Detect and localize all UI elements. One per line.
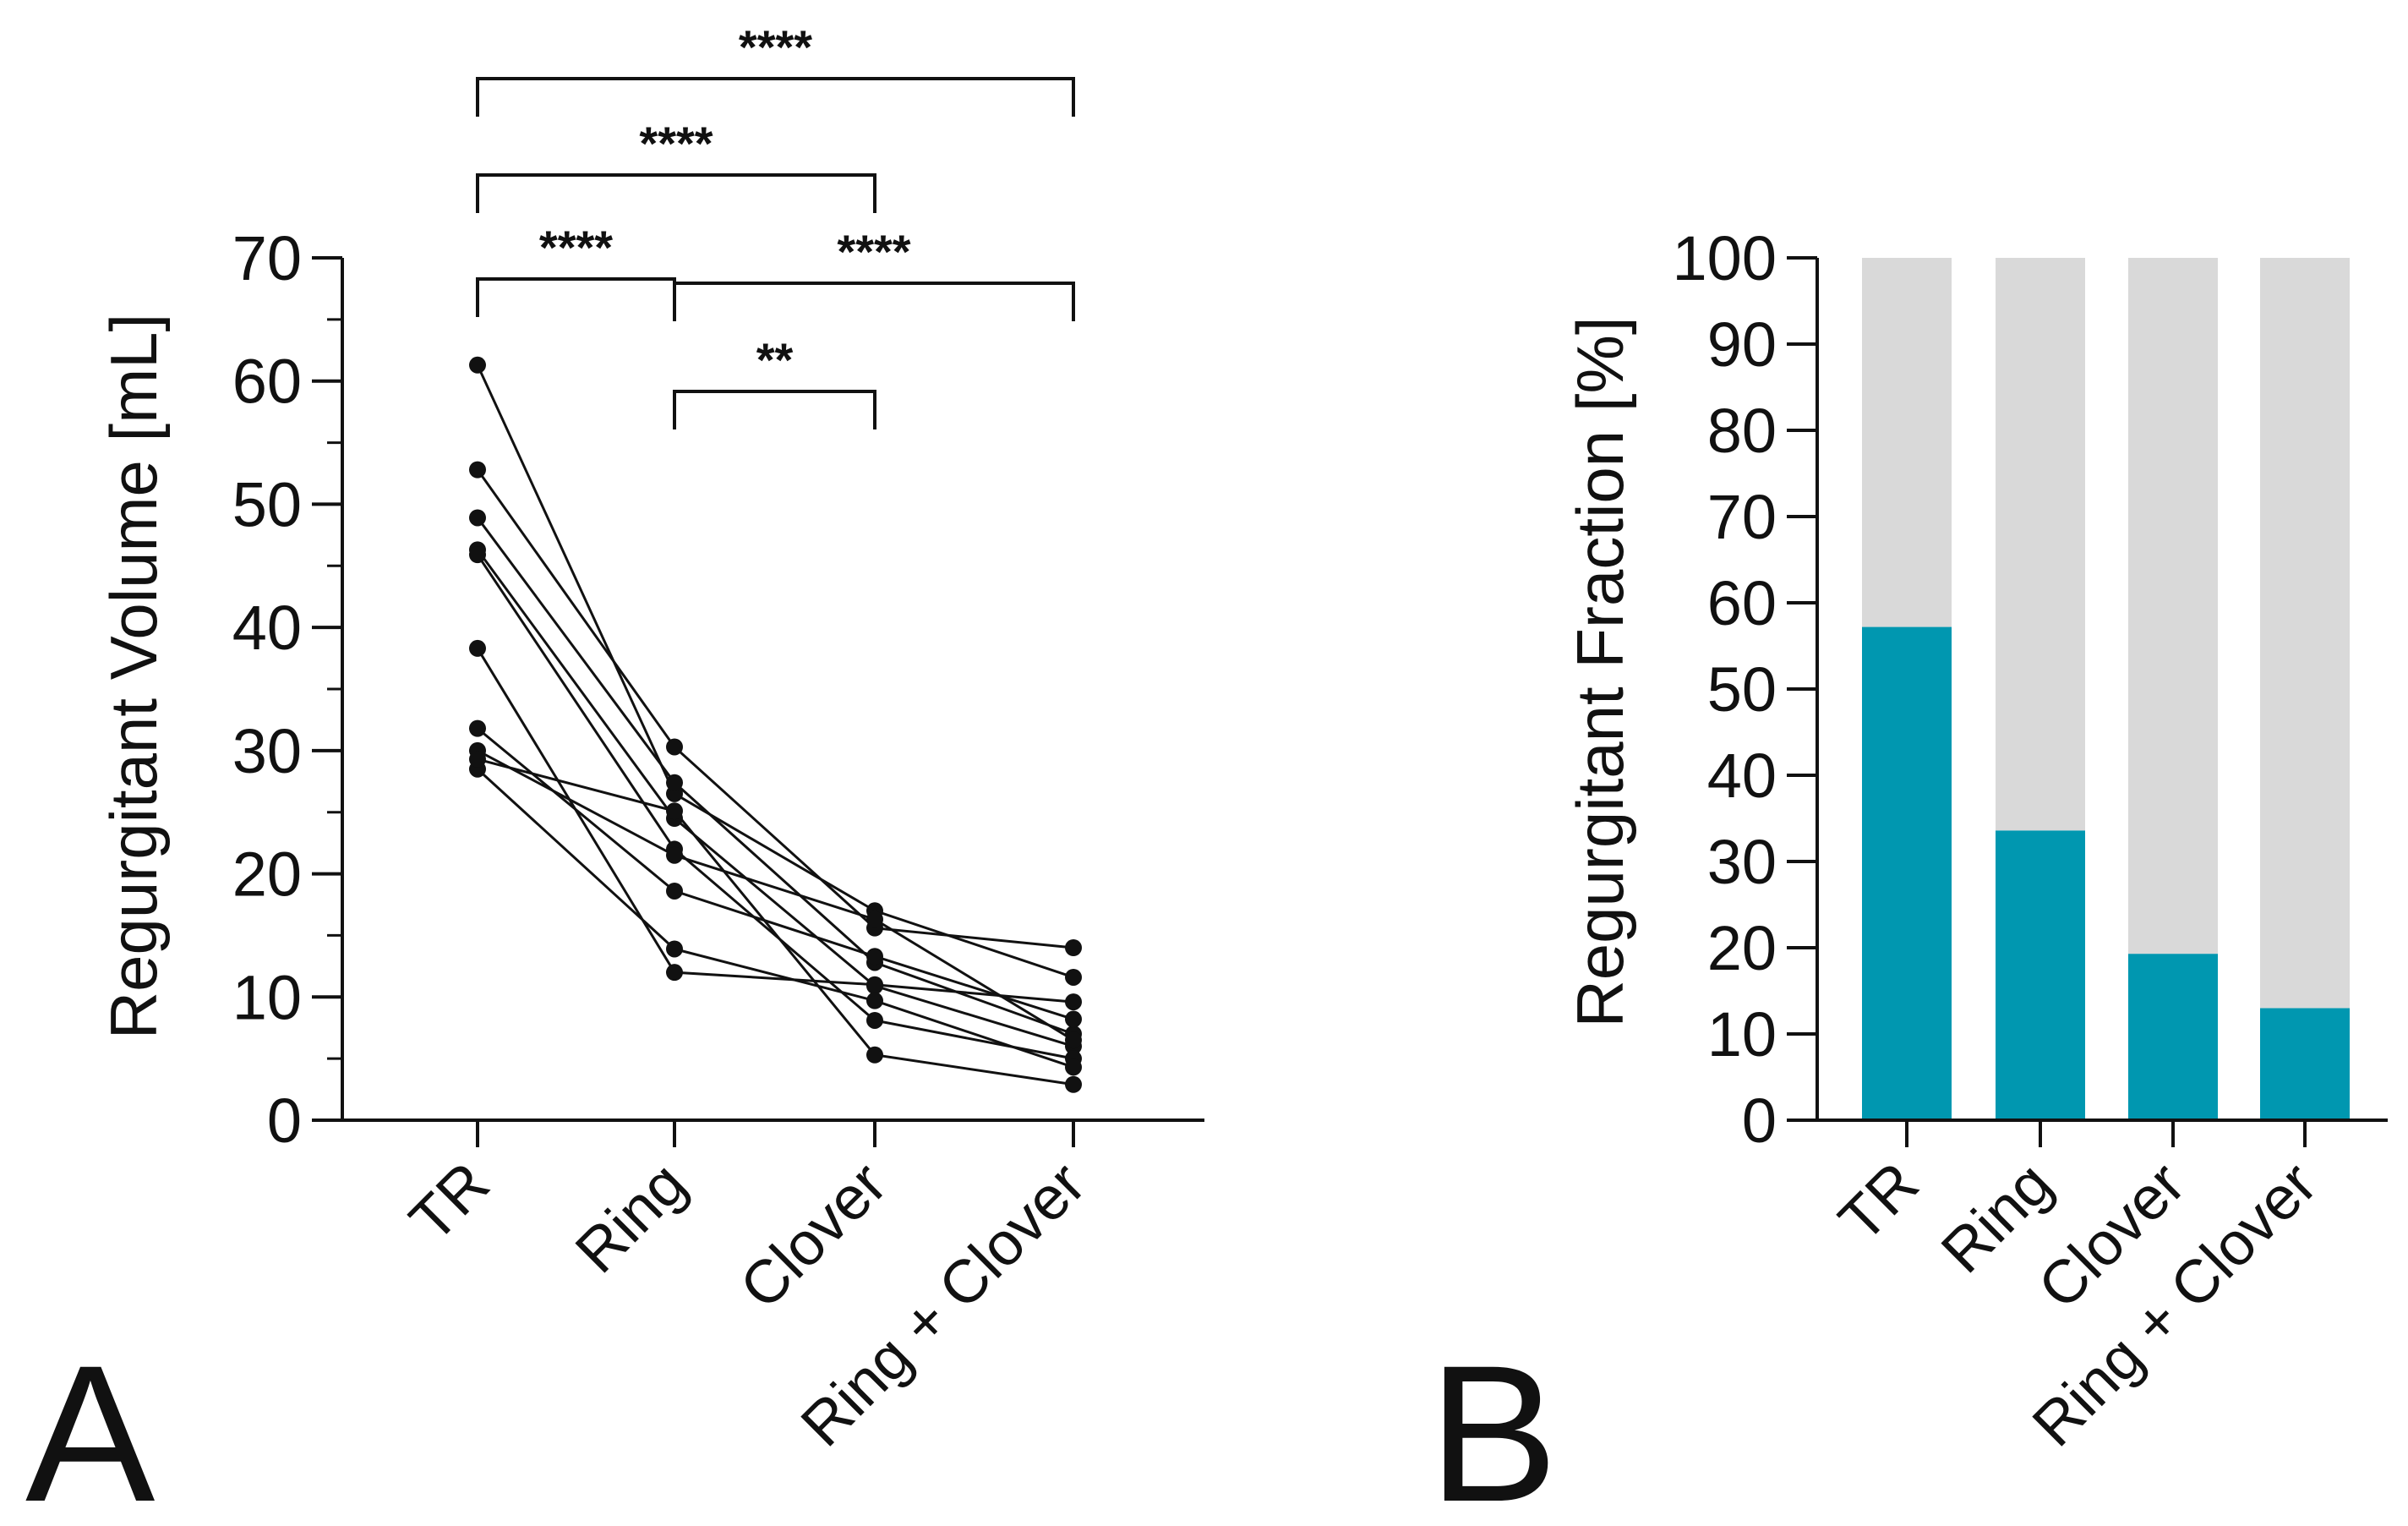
panel-b-y-tick-label: 60: [1707, 568, 1777, 638]
panel-a-point-ring-clover: [1065, 939, 1082, 956]
panel-b-bar-clover-fraction: [2128, 954, 2218, 1120]
panel-a-subject-line-4: [476, 549, 1074, 1048]
panel-a-y-tick-label: 20: [232, 840, 302, 910]
panel-a-point-tr: [469, 639, 486, 657]
panel-a-y-tick-label: 40: [232, 593, 302, 663]
panel-b-y-tick-label: 90: [1707, 309, 1777, 380]
panel-a-significance-label: ****: [539, 221, 613, 274]
panel-a-y-tick-label: 30: [232, 716, 302, 786]
panel-a-subject-line-3: [476, 517, 1074, 1036]
panel-b-y-tick-label: 20: [1707, 913, 1777, 983]
panel-a-x-label-tr: TR: [397, 1150, 502, 1255]
panel-b-y-tick-label: 0: [1742, 1086, 1777, 1156]
panel-b-y-tick-label: 30: [1707, 827, 1777, 897]
panel-a-point-ring-clover: [1065, 1058, 1082, 1076]
panel-a-y-tick-label: 70: [232, 223, 302, 293]
panel-a-point-tr: [469, 751, 486, 768]
panel-a-point-ring-clover: [1065, 1031, 1082, 1049]
panel-b-bar-clover-remainder: [2128, 258, 2218, 954]
panel-a-point-clover: [866, 911, 883, 928]
panel-b-y-tick-label: 70: [1707, 482, 1777, 552]
panel-b-bar-ring-fraction: [1996, 830, 2085, 1120]
panel-b-bar-ring-clover-fraction: [2260, 1008, 2350, 1120]
panel-b-bars: [1862, 258, 2350, 1120]
panel-a-subject-line-5: [476, 554, 1074, 1060]
panel-b-y-tick-label: 50: [1707, 654, 1777, 725]
panel-b-bar-tr-remainder: [1862, 258, 1952, 627]
panel-a-point-ring-clover: [1065, 1010, 1082, 1028]
panel-b-letter: B: [1428, 1325, 1558, 1526]
panel-a-y-axis-title: Regurgitant Volume [mL]: [96, 314, 171, 1039]
panel-a-subject-line-6: [476, 648, 1074, 1004]
panel-a-point-tr: [469, 461, 486, 479]
panel-a-point-ring-clover: [1065, 993, 1082, 1011]
panel-a-point-ring: [666, 738, 683, 756]
panel-a-significance-label: ****: [639, 117, 713, 170]
panel-b-y-axis-title: Regurgitant Fraction [%]: [1563, 316, 1637, 1027]
panel-a-point-tr: [469, 546, 486, 564]
panel-a-subject-line-9: [476, 768, 1074, 1069]
panel-a-point-clover: [866, 1011, 883, 1029]
panel-a-x-label-clover: Clover: [728, 1150, 900, 1322]
panel-b-y-tick-label: 100: [1673, 223, 1777, 293]
panel-a-letter: A: [25, 1325, 155, 1526]
panel-a-point-ring: [666, 802, 683, 820]
panel-a-point-clover: [866, 992, 883, 1009]
panel-b-y-tick-label: 10: [1707, 999, 1777, 1069]
panel-a-point-clover: [866, 1046, 883, 1064]
panel-a-point-ring: [666, 774, 683, 791]
panel-a-significance-bracket: [476, 173, 876, 213]
panel-a-point-ring: [666, 882, 683, 900]
panel-a-significance-label: ****: [837, 225, 910, 278]
panel-a-significance-label: **: [756, 333, 794, 386]
panel-a-point-ring-clover: [1065, 968, 1082, 986]
panel-a-y-tick-label: 50: [232, 469, 302, 539]
panel-b-y-tick-label: 80: [1707, 396, 1777, 466]
panel-a-subject-line-7: [477, 727, 1074, 1020]
panel-a-point-clover: [866, 976, 883, 993]
panel-a-point-tr: [469, 719, 486, 737]
panel-a-point-tr: [469, 509, 486, 527]
panel-a-subject-line-8: [477, 749, 1074, 1042]
panel-a-y-tick-label: 0: [267, 1086, 302, 1156]
panel-b-bar-ring-clover-remainder: [2260, 258, 2350, 1009]
panel-a-subject-line-2: [476, 468, 1074, 949]
panel-a-significance-bracket: [476, 277, 676, 317]
panel-a-point-ring: [666, 940, 683, 958]
panel-a-subject-line-1: [476, 364, 1074, 979]
panel-b-bar-ring-remainder: [1996, 258, 2085, 831]
panel-a-point-clover: [866, 948, 883, 965]
panel-a-significance-bracket: [673, 282, 1075, 321]
panel-a-point-ring-clover: [1065, 1075, 1082, 1093]
panel-a-significance-bracket: [673, 390, 876, 429]
panel-b-bar-tr-fraction: [1862, 626, 1952, 1120]
panel-a-subject-line-10: [477, 758, 1074, 1086]
panel-a-subject-lines: [476, 364, 1074, 1086]
panel-a-significance-label: ****: [739, 20, 812, 74]
panel-a-y-tick-label: 10: [232, 962, 302, 1032]
panel-a-point-ring: [666, 846, 683, 864]
panel-a-significance-brackets: ******************: [476, 20, 1075, 429]
panel-a-significance-bracket: [476, 77, 1075, 117]
panel-b-x-label-tr: TR: [1826, 1150, 1931, 1255]
panel-a-data-points: [469, 356, 1082, 1093]
panel-b-y-tick-label: 40: [1707, 741, 1777, 811]
panel-a-point-tr: [469, 356, 486, 374]
panel-a-x-label-ring: Ring: [563, 1150, 699, 1286]
panel-a-y-tick-label: 60: [232, 347, 302, 417]
panel-a-point-ring: [666, 964, 683, 982]
